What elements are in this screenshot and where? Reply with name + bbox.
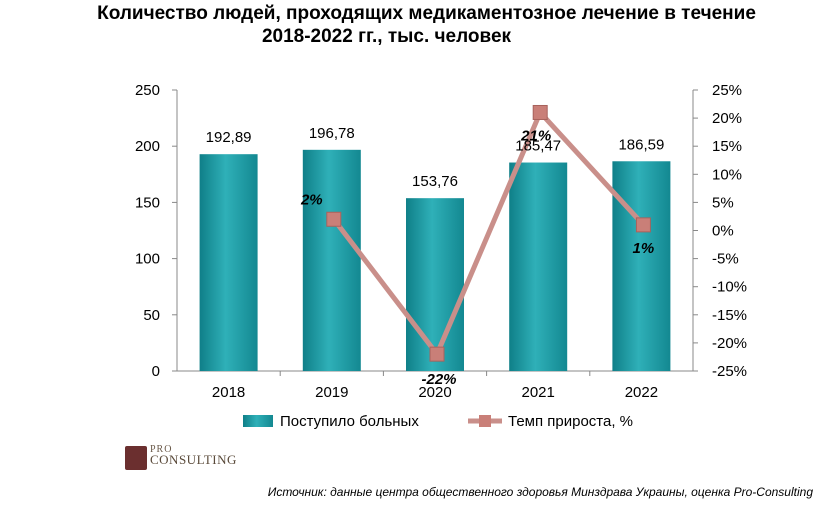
legend-bar-label: Поступило больных (280, 413, 419, 430)
chart-title-line-2: 2018-2022 гг., тыс. человек (261, 26, 512, 47)
x-tick-label: 2018 (212, 384, 245, 401)
bar-2021 (509, 162, 568, 371)
bar-value-label: 153,76 (412, 173, 458, 190)
pro-consulting-logo: PRO CONSULTING (125, 444, 245, 474)
y-left-tick-label: 250 (135, 82, 160, 99)
bar-value-label: 186,59 (618, 136, 664, 153)
y-right-tick-label: -20% (712, 335, 747, 352)
combo-chart: 0 50 100 150 200 250 -25% -20% -15% -10% -5% 0% 5% 10… (135, 82, 747, 430)
y-right-tick-label: 5% (712, 194, 734, 211)
y-right-tick-label: -10% (712, 279, 747, 296)
growth-rate-marker (532, 104, 548, 120)
bar-2019 (302, 149, 361, 371)
bar-value-label: 192,89 (206, 129, 252, 146)
legend-bar-swatch (243, 415, 273, 427)
bar-2020 (406, 198, 464, 371)
logo-name-text: CONSULTING (150, 452, 237, 467)
y-left-tick-label: 50 (143, 307, 160, 324)
y-left-tick-label: 200 (135, 138, 160, 155)
y-right-tick-label: -25% (712, 363, 747, 380)
x-tick-label: 2019 (315, 384, 348, 401)
x-tick-label: 2021 (522, 384, 555, 401)
y-right-tick-label: 20% (712, 110, 742, 127)
y-left-tick-label: 100 (135, 251, 160, 268)
bar-2018 (199, 154, 258, 371)
chart-title: Количество людей, проходящих медикаменто… (0, 2, 833, 48)
y-right-tick-label: -15% (712, 307, 747, 324)
legend-line-marker (479, 415, 491, 427)
growth-rate-label: 1% (633, 240, 655, 257)
growth-rate-marker (635, 217, 651, 233)
growth-rate-label: -22% (421, 371, 456, 388)
bar-value-label: 196,78 (309, 125, 355, 142)
bar-value-label: 185,47 (515, 138, 561, 155)
x-tick-label: 2022 (625, 384, 658, 401)
growth-rate-marker (326, 211, 342, 227)
y-right-tick-label: 0% (712, 223, 734, 240)
growth-rate-line (331, 109, 646, 357)
growth-rate-marker (429, 346, 445, 362)
x-tick-label: 2020 (418, 384, 451, 401)
source-note: Источник: данные центра общественного зд… (267, 485, 813, 499)
y-right-tick-label: -5% (712, 251, 739, 268)
y-left-tick-label: 0 (152, 363, 160, 380)
chart-title-line-1: Количество людей, проходящих медикаменто… (97, 3, 756, 24)
y-left-tick-label: 150 (135, 194, 160, 211)
legend-line-label: Темп прироста, % (508, 413, 633, 430)
y-right-tick-label: 15% (712, 138, 742, 155)
y-right-tick-label: 10% (712, 166, 742, 183)
y-right-tick-label: 25% (712, 82, 742, 99)
logo-mark-icon (125, 446, 147, 470)
bar-2022 (612, 161, 671, 371)
growth-rate-label: 21% (520, 127, 551, 144)
logo-pro-text: PRO (150, 444, 173, 455)
growth-rate-label: 2% (300, 191, 323, 208)
